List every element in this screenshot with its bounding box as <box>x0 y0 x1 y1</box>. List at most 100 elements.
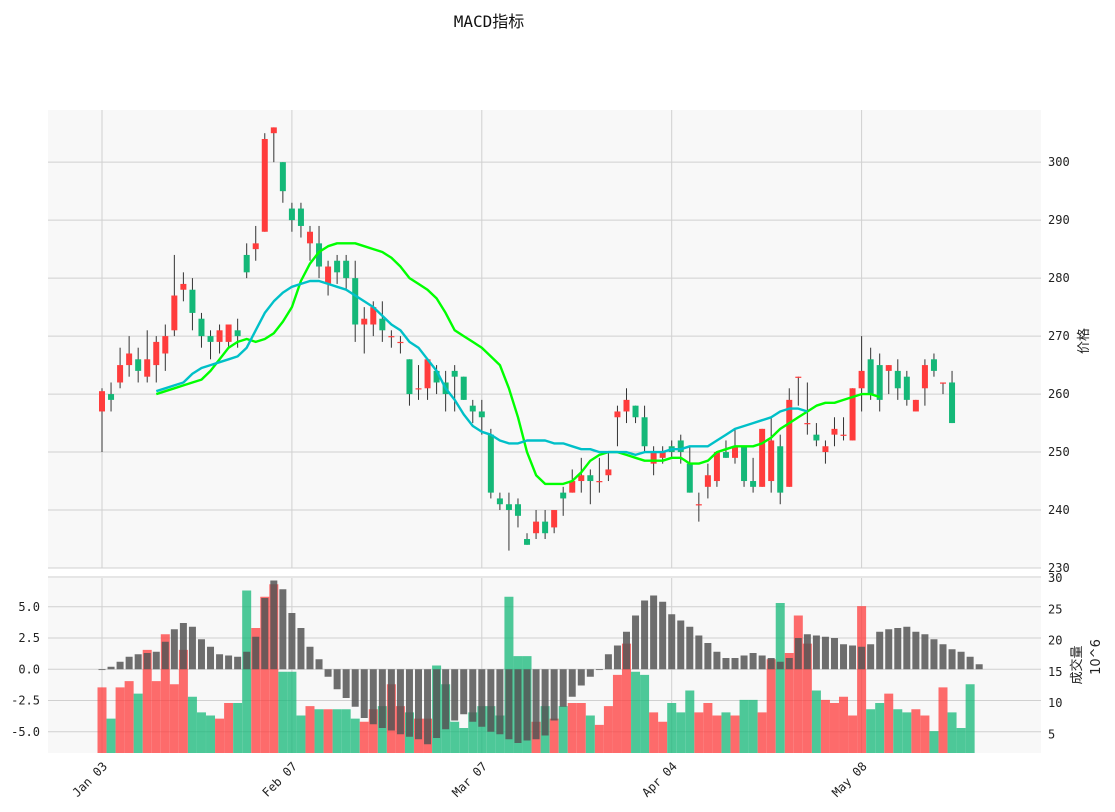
macd-bar <box>641 600 649 670</box>
macd-bar <box>740 655 748 670</box>
volume-bar <box>97 687 107 753</box>
volume-bar <box>459 728 469 753</box>
macd-bar <box>442 669 450 730</box>
volume-bar <box>242 590 252 753</box>
candle-body <box>469 405 476 412</box>
candle-body <box>243 254 250 273</box>
macd-bar <box>152 651 160 670</box>
volume-bar <box>359 721 369 753</box>
macd-bar <box>306 646 314 670</box>
volume-bar <box>721 712 731 753</box>
macd-bar <box>261 598 269 670</box>
candle-body <box>180 283 187 290</box>
macd-bar <box>297 628 305 670</box>
macd-bar <box>613 645 621 670</box>
price-tick-label: 240 <box>1048 503 1070 517</box>
volume-bar <box>938 687 948 753</box>
x-tick-label: May 08 <box>829 759 870 800</box>
macd-bar <box>415 669 423 740</box>
volume-bar <box>133 693 143 753</box>
candle-body <box>912 399 919 412</box>
candle-body <box>225 324 232 342</box>
macd-bar <box>731 658 739 670</box>
x-tick-label: Feb 07 <box>259 759 300 800</box>
candle-body <box>632 405 639 418</box>
volume-bar <box>621 643 631 753</box>
candle-body <box>433 370 440 383</box>
volume-bar <box>965 684 975 753</box>
price-tick-label: 300 <box>1048 155 1070 169</box>
x-tick-label: Apr 04 <box>639 759 680 800</box>
candle-body <box>117 365 124 383</box>
candle-body <box>261 138 268 232</box>
macd-bar <box>288 613 296 670</box>
candle-body <box>650 452 657 464</box>
volume-tick-label: 5 <box>1048 727 1055 741</box>
candle-body <box>614 411 621 418</box>
volume-bar <box>377 706 387 753</box>
candle-body <box>207 336 214 342</box>
macd-bar <box>849 645 857 670</box>
candle-body <box>460 376 467 400</box>
macd-bar <box>903 626 911 670</box>
macd-bar <box>252 636 260 670</box>
candle-body <box>722 452 729 458</box>
macd-bar <box>650 595 658 670</box>
candle-body <box>279 162 286 192</box>
x-tick-label: Jan 03 <box>70 759 111 800</box>
volume-bar <box>839 696 849 753</box>
price-panel-background <box>48 110 1041 568</box>
volume-bar <box>857 606 867 753</box>
macd-bar <box>704 643 712 670</box>
volume-bar <box>567 703 577 753</box>
volume-bar <box>612 674 622 753</box>
macd-bar <box>622 631 630 670</box>
candle-body <box>153 341 160 366</box>
macd-bar <box>116 661 124 670</box>
candle-body <box>406 359 413 395</box>
candle-body <box>533 521 540 534</box>
candle-body <box>605 469 612 476</box>
macd-bar <box>107 666 115 670</box>
candle-body <box>786 399 793 487</box>
volume-bar <box>106 718 116 753</box>
macd-bar <box>315 659 323 670</box>
candle-body <box>858 370 865 389</box>
macd-bar <box>396 669 404 735</box>
volume-tick-label: 20 <box>1048 634 1062 648</box>
macd-tick-label: 5.0 <box>18 600 40 614</box>
volume-bar <box>875 703 885 753</box>
volume-tick-label: 25 <box>1048 602 1062 616</box>
macd-bar <box>351 669 359 707</box>
volume-bar <box>893 709 903 753</box>
candle-body <box>542 521 549 534</box>
volume-bars <box>97 584 975 753</box>
volume-bar <box>739 699 749 753</box>
volume-bar <box>775 603 785 753</box>
macd-bar <box>279 589 287 670</box>
macd-bar <box>342 669 350 698</box>
macd-bar <box>948 649 956 670</box>
candle-body <box>361 318 368 325</box>
macd-histogram <box>98 580 983 745</box>
volume-tick-label: 30 <box>1048 571 1062 585</box>
candle-body <box>840 434 847 436</box>
volume-bar <box>929 731 939 753</box>
moving-average-slow-line <box>155 279 808 457</box>
macd-bar <box>333 669 341 690</box>
macd-bar <box>559 669 567 707</box>
volume-bar <box>956 728 966 753</box>
volume-bar <box>658 721 668 753</box>
macd-bar <box>758 655 766 670</box>
volume-bar <box>748 699 758 753</box>
volume-bar <box>224 703 234 753</box>
macd-bar <box>532 669 540 740</box>
candle-body <box>379 318 386 331</box>
macd-bar <box>550 669 558 721</box>
candle-body <box>334 260 341 273</box>
volume-bar <box>820 699 830 753</box>
candle-body <box>795 376 802 378</box>
candle-body <box>343 260 350 279</box>
volume-bar <box>124 681 134 753</box>
candle-body <box>316 243 323 267</box>
